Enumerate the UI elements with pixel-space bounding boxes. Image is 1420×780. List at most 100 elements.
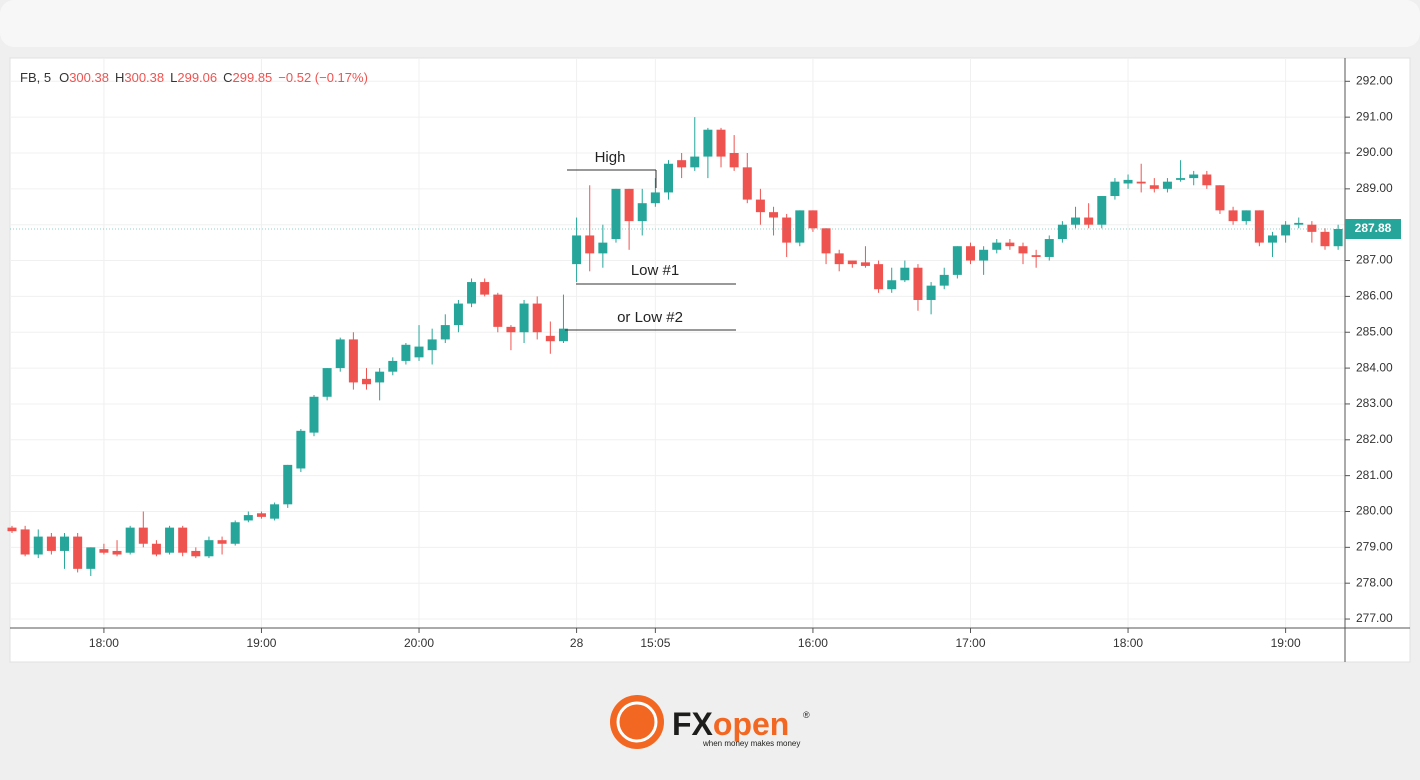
candle-body [650,192,660,204]
x-tick-label: 19:00 [246,636,276,650]
y-tick-label: 287.00 [1356,253,1393,267]
candle-body [900,267,910,281]
candle-body [453,303,463,326]
candle-body [1018,246,1028,254]
y-tick-label: 291.00 [1356,109,1393,123]
candle-body [309,396,319,433]
candle-body [742,167,752,200]
candle-body [401,344,411,361]
candle-body [20,529,30,555]
candle-body [138,527,148,544]
candle-body [1320,231,1330,247]
y-tick-label: 286.00 [1356,289,1393,303]
candle-body [677,160,687,168]
last-price-label: 287.88 [1355,221,1392,235]
candle-body [519,303,529,333]
legend-value: 299.85 [233,70,273,85]
x-tick-label: 28 [570,636,584,650]
candle-body [165,527,175,553]
legend-label: H [115,70,124,85]
candle-body [874,264,884,290]
candles [7,117,1343,577]
y-tick-label: 277.00 [1356,611,1393,625]
candle-body [1267,235,1277,243]
candle-body [1097,196,1107,225]
candle-body [86,547,96,569]
candle-body [1202,174,1212,186]
logo-tagline: when money makes money [702,739,800,748]
candle-body [1031,255,1041,257]
annotations: High Low #1 or Low #2 [565,149,736,331]
candle-body [1215,185,1225,211]
candle-body [1162,181,1172,189]
chart-panel [9,57,1411,663]
candle-body [256,513,266,517]
candle-body [755,199,765,213]
candle-body [204,540,214,557]
candle-body [795,210,805,243]
candle-body [834,253,844,265]
y-tick-label: 279.00 [1356,540,1393,554]
x-tick-label: 18:00 [1113,636,1143,650]
candle-body [1123,179,1133,184]
candle-body [243,515,253,521]
candle-body [992,242,1002,250]
candle-body [729,153,739,168]
logo-text: FXopen [672,706,789,742]
candle-body [427,339,437,351]
candle-body [926,285,936,300]
candle-body [769,212,779,218]
legend-label: L [170,70,177,85]
legend-value: 300.38 [69,70,109,85]
candle-body [270,504,280,519]
x-tick-label: 20:00 [404,636,434,650]
candle-body [467,282,477,304]
x-tick-label: 15:05 [640,636,670,650]
logo-prefix: FX [672,706,714,742]
candle-body [112,550,122,555]
grid [10,58,1345,628]
y-tick-label: 285.00 [1356,324,1393,338]
legend-label: O [59,70,69,85]
candle-body [1110,181,1120,197]
candle-body [33,536,43,555]
candle-body [151,543,161,555]
candle-body [821,228,831,254]
candle-body [637,203,647,222]
candle-body [440,325,450,340]
candle-body [664,163,673,193]
candle-body [60,536,70,551]
candle-body [532,303,542,333]
annotation: Low #1 [631,262,679,279]
candle-body [558,328,568,342]
candle-body [887,280,897,290]
candle-body [585,235,595,254]
annotation: High [595,149,626,166]
legend-value: 300.38 [124,70,164,85]
y-tick-label: 289.00 [1356,181,1393,195]
logo-icon [616,701,658,743]
candle-body [1071,217,1081,225]
y-tick-label: 292.00 [1356,73,1393,87]
candle-body [296,430,306,469]
candle-body [716,129,726,157]
y-tick-label: 281.00 [1356,468,1393,482]
candle-body [480,282,490,295]
annotation: or Low #2 [617,309,683,326]
candle-body [808,210,818,229]
candle-body [1307,224,1317,232]
last-price-tag [1345,219,1401,239]
candle-body [782,217,792,243]
candle-body [493,294,503,327]
candle-body [506,326,516,333]
candle-body [913,267,923,300]
candle-body [362,378,372,385]
y-tick-label: 284.00 [1356,360,1393,374]
x-tick-label: 17:00 [955,636,985,650]
x-tick-label: 19:00 [1271,636,1301,650]
y-tick-label: 290.00 [1356,145,1393,159]
candle-body [952,246,962,275]
candle-body [375,371,385,383]
candle-body [1136,181,1146,184]
candle-body [624,188,634,222]
